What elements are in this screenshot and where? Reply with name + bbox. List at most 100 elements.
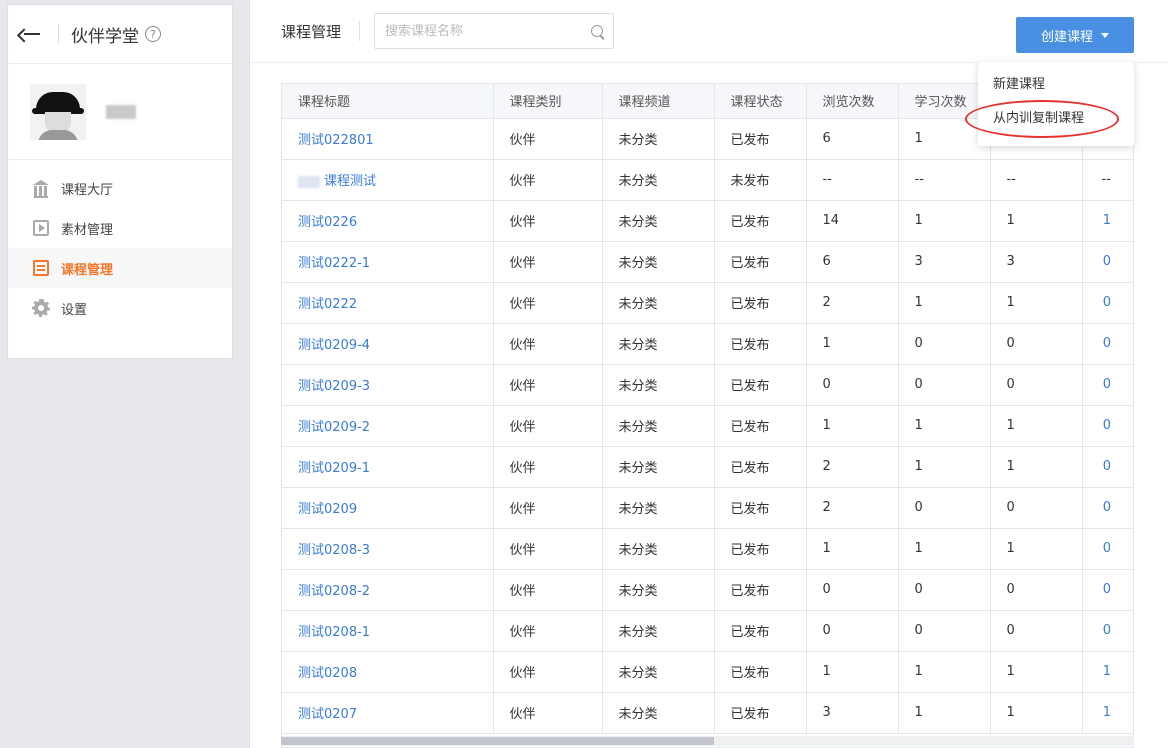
table-row: 测试0209-3 伙伴 未分类 已发布 0 0 0 0 <box>282 364 1133 406</box>
table-row: 测试0226 伙伴 未分类 已发布 14 1 1 1 <box>282 200 1133 242</box>
scrollbar-thumb[interactable] <box>281 737 714 745</box>
column-header[interactable]: 课程标题 <box>282 84 494 119</box>
course-title-link[interactable]: 测试0209 <box>282 487 494 529</box>
table-cell: 已发布 <box>714 118 807 160</box>
create-course-button[interactable]: 创建课程 <box>1016 17 1134 53</box>
course-title-text: 测试0222-1 <box>298 256 371 271</box>
sidebar-item-course-hall[interactable]: 课程大厅 <box>8 168 232 208</box>
table-cell: 伙伴 <box>493 446 603 488</box>
sidebar-header: 伙伴学堂 ? <box>8 5 232 64</box>
table-cell: -- <box>990 159 1083 201</box>
cell-link-count[interactable]: 0 <box>1082 323 1133 365</box>
cell-link-count[interactable]: 0 <box>1082 364 1133 406</box>
course-title-link[interactable]: 测试0209-1 <box>282 446 494 488</box>
cell-link-count[interactable]: 0 <box>1082 610 1133 652</box>
course-title-link[interactable]: 测试0209-2 <box>282 405 494 447</box>
search-input[interactable] <box>385 23 592 39</box>
cell-link-count[interactable]: 1 <box>1082 692 1133 734</box>
sidebar-item-material-management[interactable]: 素材管理 <box>8 208 232 248</box>
cell-link-count[interactable]: 0 <box>1082 241 1133 283</box>
dropdown-new-course-item[interactable]: 新建课程 <box>993 77 1046 92</box>
help-icon[interactable]: ? <box>145 26 161 42</box>
table-cell: 0 <box>898 610 991 652</box>
search-icon[interactable] <box>591 25 604 37</box>
table-row: 测试0222 伙伴 未分类 已发布 2 1 1 0 <box>282 282 1133 324</box>
table-cell: 1 <box>806 323 899 365</box>
cell-link-count[interactable]: 0 <box>1082 405 1133 447</box>
course-title-link[interactable]: 课程测试 <box>282 159 494 201</box>
sidebar-item-course-management[interactable]: 课程管理 <box>8 248 232 288</box>
table-cell: 1 <box>898 405 991 447</box>
course-title-link[interactable]: 测试0208-1 <box>282 610 494 652</box>
table-cell: 2 <box>806 487 899 529</box>
column-header[interactable]: 学习次数 <box>898 84 991 119</box>
table-cell: 伙伴 <box>493 282 603 324</box>
column-header[interactable]: 课程频道 <box>602 84 715 119</box>
table-cell: 1 <box>990 651 1083 693</box>
table-row: 测试0208-3 伙伴 未分类 已发布 1 1 1 0 <box>282 528 1133 570</box>
sidebar: 伙伴学堂 ? 课程大厅素材管理课程管理设置 <box>7 4 233 359</box>
table-cell: 未分类 <box>602 282 715 324</box>
table-cell: 未分类 <box>602 323 715 365</box>
table-cell: 1 <box>990 692 1083 734</box>
horizontal-scrollbar[interactable] <box>281 736 1134 746</box>
table-cell: 已发布 <box>714 569 807 611</box>
table-cell: 伙伴 <box>493 323 603 365</box>
course-title-link[interactable]: 测试0207 <box>282 692 494 734</box>
table-cell: 1 <box>990 405 1083 447</box>
table-cell: 已发布 <box>714 241 807 283</box>
table-cell: 未分类 <box>602 118 715 160</box>
table-cell: 0 <box>990 610 1083 652</box>
table-cell: 伙伴 <box>493 118 603 160</box>
cell-link-count[interactable]: 1 <box>1082 200 1133 242</box>
table-cell: 6 <box>806 118 899 160</box>
back-arrow-icon[interactable] <box>22 23 44 45</box>
cell-link-count[interactable]: 0 <box>1082 446 1133 488</box>
avatar[interactable] <box>30 83 86 140</box>
table-cell: 未分类 <box>602 569 715 611</box>
sidebar-item-label: 设置 <box>61 302 88 318</box>
cell-link-count[interactable]: 0 <box>1082 569 1133 611</box>
table-cell: 未分类 <box>602 487 715 529</box>
cell-link-count[interactable]: 0 <box>1082 282 1133 324</box>
table-cell: 未分类 <box>602 651 715 693</box>
table-cell: -- <box>898 159 991 201</box>
table-cell: 已发布 <box>714 692 807 734</box>
cell-link-count[interactable]: 0 <box>1082 487 1133 529</box>
column-header[interactable]: 浏览次数 <box>806 84 899 119</box>
course-title-text: 测试0207 <box>298 707 358 722</box>
course-title-link[interactable]: 测试0208-3 <box>282 528 494 570</box>
table-cell: 伙伴 <box>493 405 603 447</box>
course-title-link[interactable]: 测试0208-2 <box>282 569 494 611</box>
profile <box>8 64 232 160</box>
column-header[interactable]: 课程状态 <box>714 84 807 119</box>
course-title-text: 测试0209-3 <box>298 379 371 394</box>
course-title-link[interactable]: 测试0209-4 <box>282 323 494 365</box>
table-cell: 伙伴 <box>493 528 603 570</box>
course-title-link[interactable]: 测试022801 <box>282 118 494 160</box>
column-header[interactable]: 课程类别 <box>493 84 603 119</box>
table-cell: 3 <box>806 692 899 734</box>
course-title-link[interactable]: 测试0208 <box>282 651 494 693</box>
course-icon <box>33 260 49 276</box>
course-title-link[interactable]: 测试0226 <box>282 200 494 242</box>
dropdown-copy-from-internal-item[interactable]: 从内训复制课程 <box>993 111 1085 126</box>
table-cell: 0 <box>806 569 899 611</box>
course-title-link[interactable]: 测试0222 <box>282 282 494 324</box>
table-cell: 未发布 <box>714 159 807 201</box>
table-cell: 3 <box>898 241 991 283</box>
table-cell: 0 <box>990 323 1083 365</box>
app-title: 伙伴学堂 <box>71 26 139 47</box>
course-title-link[interactable]: 测试0209-3 <box>282 364 494 406</box>
cell-link-count[interactable]: 1 <box>1082 651 1133 693</box>
course-title-link[interactable]: 测试0222-1 <box>282 241 494 283</box>
course-title-text: 测试0208 <box>298 666 358 681</box>
sidebar-item-label: 素材管理 <box>61 222 114 238</box>
sidebar-item-settings[interactable]: 设置 <box>8 288 232 328</box>
search-box[interactable] <box>374 13 615 49</box>
table-cell: 未分类 <box>602 364 715 406</box>
table-cell: 1 <box>990 446 1083 488</box>
table-cell: 1 <box>806 528 899 570</box>
cell-link-count[interactable]: 0 <box>1082 528 1133 570</box>
table-cell: 已发布 <box>714 200 807 242</box>
